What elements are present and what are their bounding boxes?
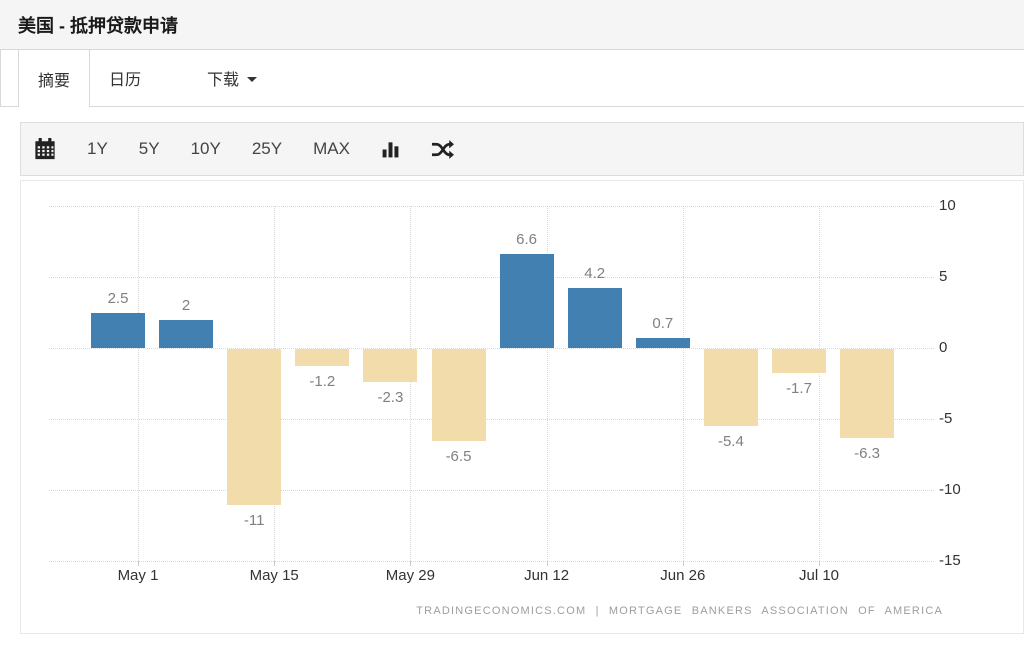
bar-value-label: 2	[181, 296, 191, 314]
bar[interactable]	[499, 254, 554, 348]
x-gridline	[410, 206, 412, 561]
bar-value-label: 6.6	[516, 231, 538, 249]
y-gridline	[49, 419, 934, 420]
x-gridline	[682, 206, 684, 561]
x-axis-tick	[819, 561, 820, 566]
bar[interactable]	[159, 319, 214, 348]
page-title: 美国 - 抵押贷款申请	[18, 15, 178, 36]
x-axis-tick	[682, 561, 684, 566]
y-axis-label: -5	[939, 410, 953, 427]
tab-download[interactable]: 下载	[188, 50, 276, 106]
range-button-10y[interactable]: 10Y	[190, 139, 221, 158]
y-gridline	[49, 206, 934, 207]
bar[interactable]	[91, 312, 145, 348]
bar[interactable]	[431, 349, 486, 442]
x-axis-label: May 29	[385, 567, 435, 584]
x-axis-tick	[410, 561, 412, 566]
x-axis-label: May 1	[117, 567, 159, 584]
bar[interactable]	[567, 288, 622, 348]
calendar-button[interactable]	[34, 138, 56, 160]
y-gridline	[49, 277, 934, 278]
bar-value-label: -11	[243, 512, 265, 530]
y-gridline	[49, 561, 934, 562]
x-axis-tick	[138, 561, 139, 566]
y-axis-label: -10	[939, 481, 961, 498]
x-gridline	[138, 206, 139, 561]
y-axis-label: 5	[939, 268, 948, 285]
chart-toolbar: 1Y 5Y 10Y 25Y MAX	[20, 122, 1024, 176]
bar-value-label: -6.3	[854, 445, 881, 463]
bar-value-label: -6.5	[445, 448, 472, 466]
bar[interactable]	[772, 349, 826, 374]
tab-calendar[interactable]: 日历	[90, 50, 160, 106]
bar[interactable]	[840, 349, 895, 439]
bar-value-label: 4.2	[584, 265, 606, 283]
tab-download-label: 下载	[207, 72, 240, 89]
shuffle-icon	[431, 138, 454, 161]
x-axis-tick	[274, 561, 276, 566]
range-button-max[interactable]: MAX	[313, 139, 350, 158]
range-button-5y[interactable]: 5Y	[138, 139, 160, 158]
range-button-1y[interactable]: 1Y	[87, 139, 108, 158]
tab-summary-label: 摘要	[38, 72, 71, 90]
bar[interactable]	[227, 349, 282, 506]
x-axis-tick	[546, 561, 548, 566]
bar-value-label: -1.2	[309, 373, 336, 391]
y-axis-label: 10	[939, 197, 956, 214]
x-axis-label: Jul 10	[798, 567, 840, 584]
y-axis-label: -15	[939, 552, 961, 569]
x-axis-label: Jun 12	[524, 567, 570, 584]
x-gridline	[546, 206, 548, 561]
bar-chart-icon	[381, 140, 400, 159]
bar-value-label: 2.5	[107, 289, 129, 307]
tab-calendar-label: 日历	[109, 72, 142, 89]
range-button-25y[interactable]: 25Y	[251, 139, 283, 158]
bar[interactable]	[363, 349, 418, 382]
compare-button[interactable]	[431, 138, 454, 161]
bar-value-label: -1.7	[786, 380, 812, 398]
caret-down-icon	[247, 76, 258, 82]
bar-value-label: -2.3	[377, 388, 404, 406]
y-axis-label: 0	[939, 339, 948, 356]
x-axis-label: May 15	[249, 567, 299, 584]
chart-panel: TRADINGECONOMICS.COM | MORTGAGE BANKERS …	[20, 180, 1024, 634]
y-gridline	[49, 490, 934, 491]
page-title-bar: 美国 - 抵押贷款申请	[0, 0, 1024, 50]
chart-attribution: TRADINGECONOMICS.COM | MORTGAGE BANKERS …	[416, 605, 943, 617]
x-axis-label: Jun 26	[660, 567, 706, 584]
bar[interactable]	[635, 338, 690, 348]
bar[interactable]	[295, 349, 350, 367]
bar-value-label: 0.7	[652, 315, 674, 333]
tab-summary[interactable]: 摘要	[18, 50, 91, 107]
chart-type-button[interactable]	[381, 140, 400, 159]
x-gridline	[819, 206, 820, 561]
y-gridline	[49, 348, 934, 349]
bar[interactable]	[703, 349, 758, 426]
tab-bar: 摘要 日历 下载	[0, 50, 1024, 107]
calendar-icon	[34, 138, 56, 160]
bar-value-label: -5.4	[717, 432, 744, 450]
